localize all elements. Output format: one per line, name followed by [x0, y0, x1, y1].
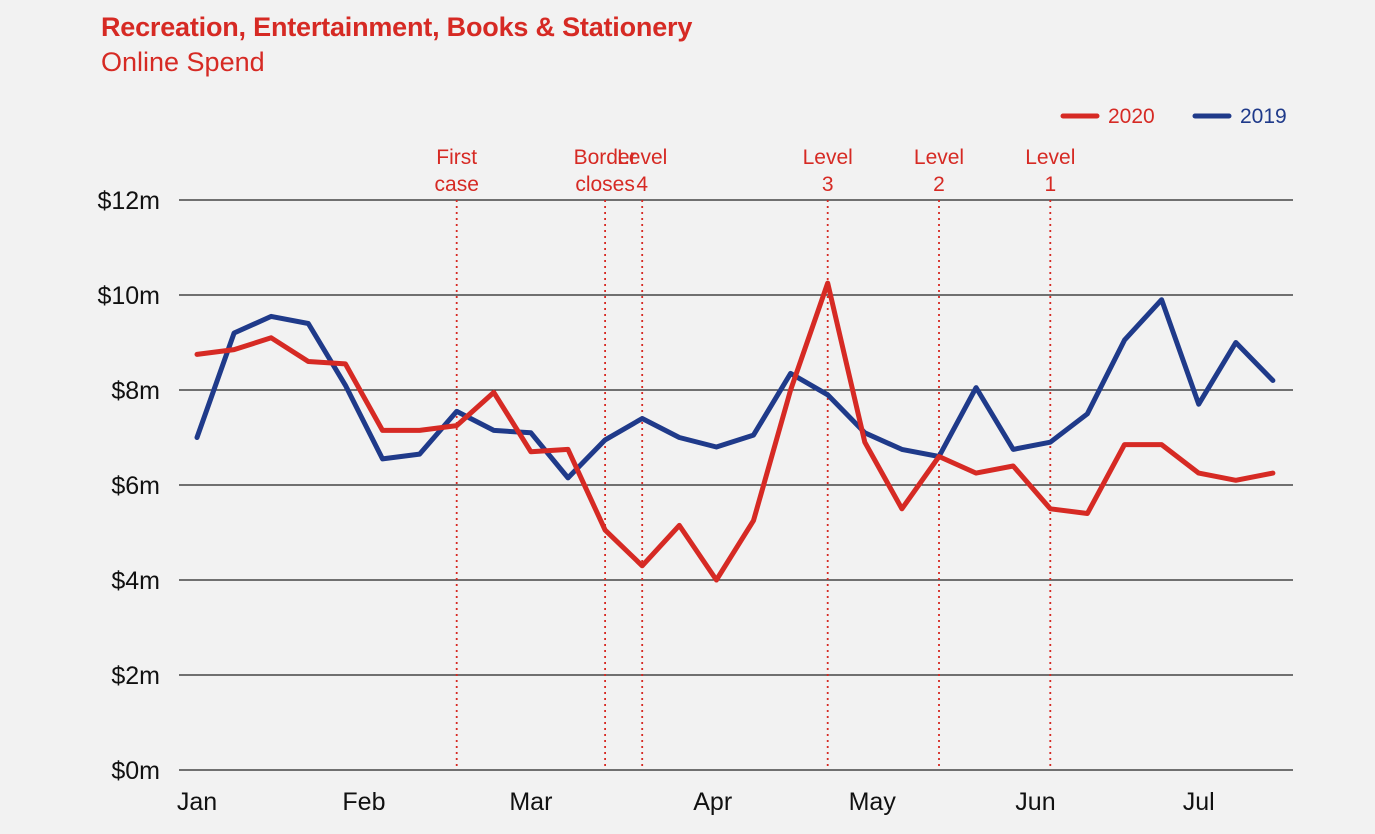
series-line-2019: [194, 297, 1276, 481]
x-tick-label: Mar: [509, 788, 552, 816]
event-label: Level: [1025, 146, 1075, 169]
event-label: 4: [636, 173, 648, 196]
x-tick-label: Apr: [693, 788, 732, 816]
x-tick-label: Jul: [1183, 788, 1215, 816]
event-label: 1: [1044, 173, 1056, 196]
chart-subtitle: Online Spend: [101, 47, 265, 77]
event-label: Border: [574, 146, 637, 169]
x-tick-label: Jun: [1015, 788, 1055, 816]
y-tick-label: $8m: [111, 377, 160, 405]
x-tick-label: Feb: [342, 788, 385, 816]
event-label: Level: [617, 146, 667, 169]
y-tick-label: $2m: [111, 662, 160, 690]
y-tick-label: $10m: [97, 282, 160, 310]
event-label: 3: [822, 173, 834, 196]
event-label: closes: [575, 173, 635, 196]
chart-title: Recreation, Entertainment, Books & Stati…: [101, 12, 693, 42]
x-tick-label: May: [849, 788, 897, 816]
x-tick-label: Jan: [177, 788, 217, 816]
series-line-2020: [194, 280, 1276, 583]
legend-label: 2020: [1108, 105, 1155, 128]
event-label: Level: [914, 146, 964, 169]
event-label: 2: [933, 173, 945, 196]
event-label: Level: [803, 146, 853, 169]
y-tick-label: $4m: [111, 567, 160, 595]
event-label: case: [435, 173, 479, 196]
event-label: First: [436, 146, 477, 169]
legend-label: 2019: [1240, 105, 1287, 128]
y-tick-label: $12m: [97, 187, 160, 215]
y-tick-label: $6m: [111, 472, 160, 500]
y-tick-label: $0m: [111, 757, 160, 785]
